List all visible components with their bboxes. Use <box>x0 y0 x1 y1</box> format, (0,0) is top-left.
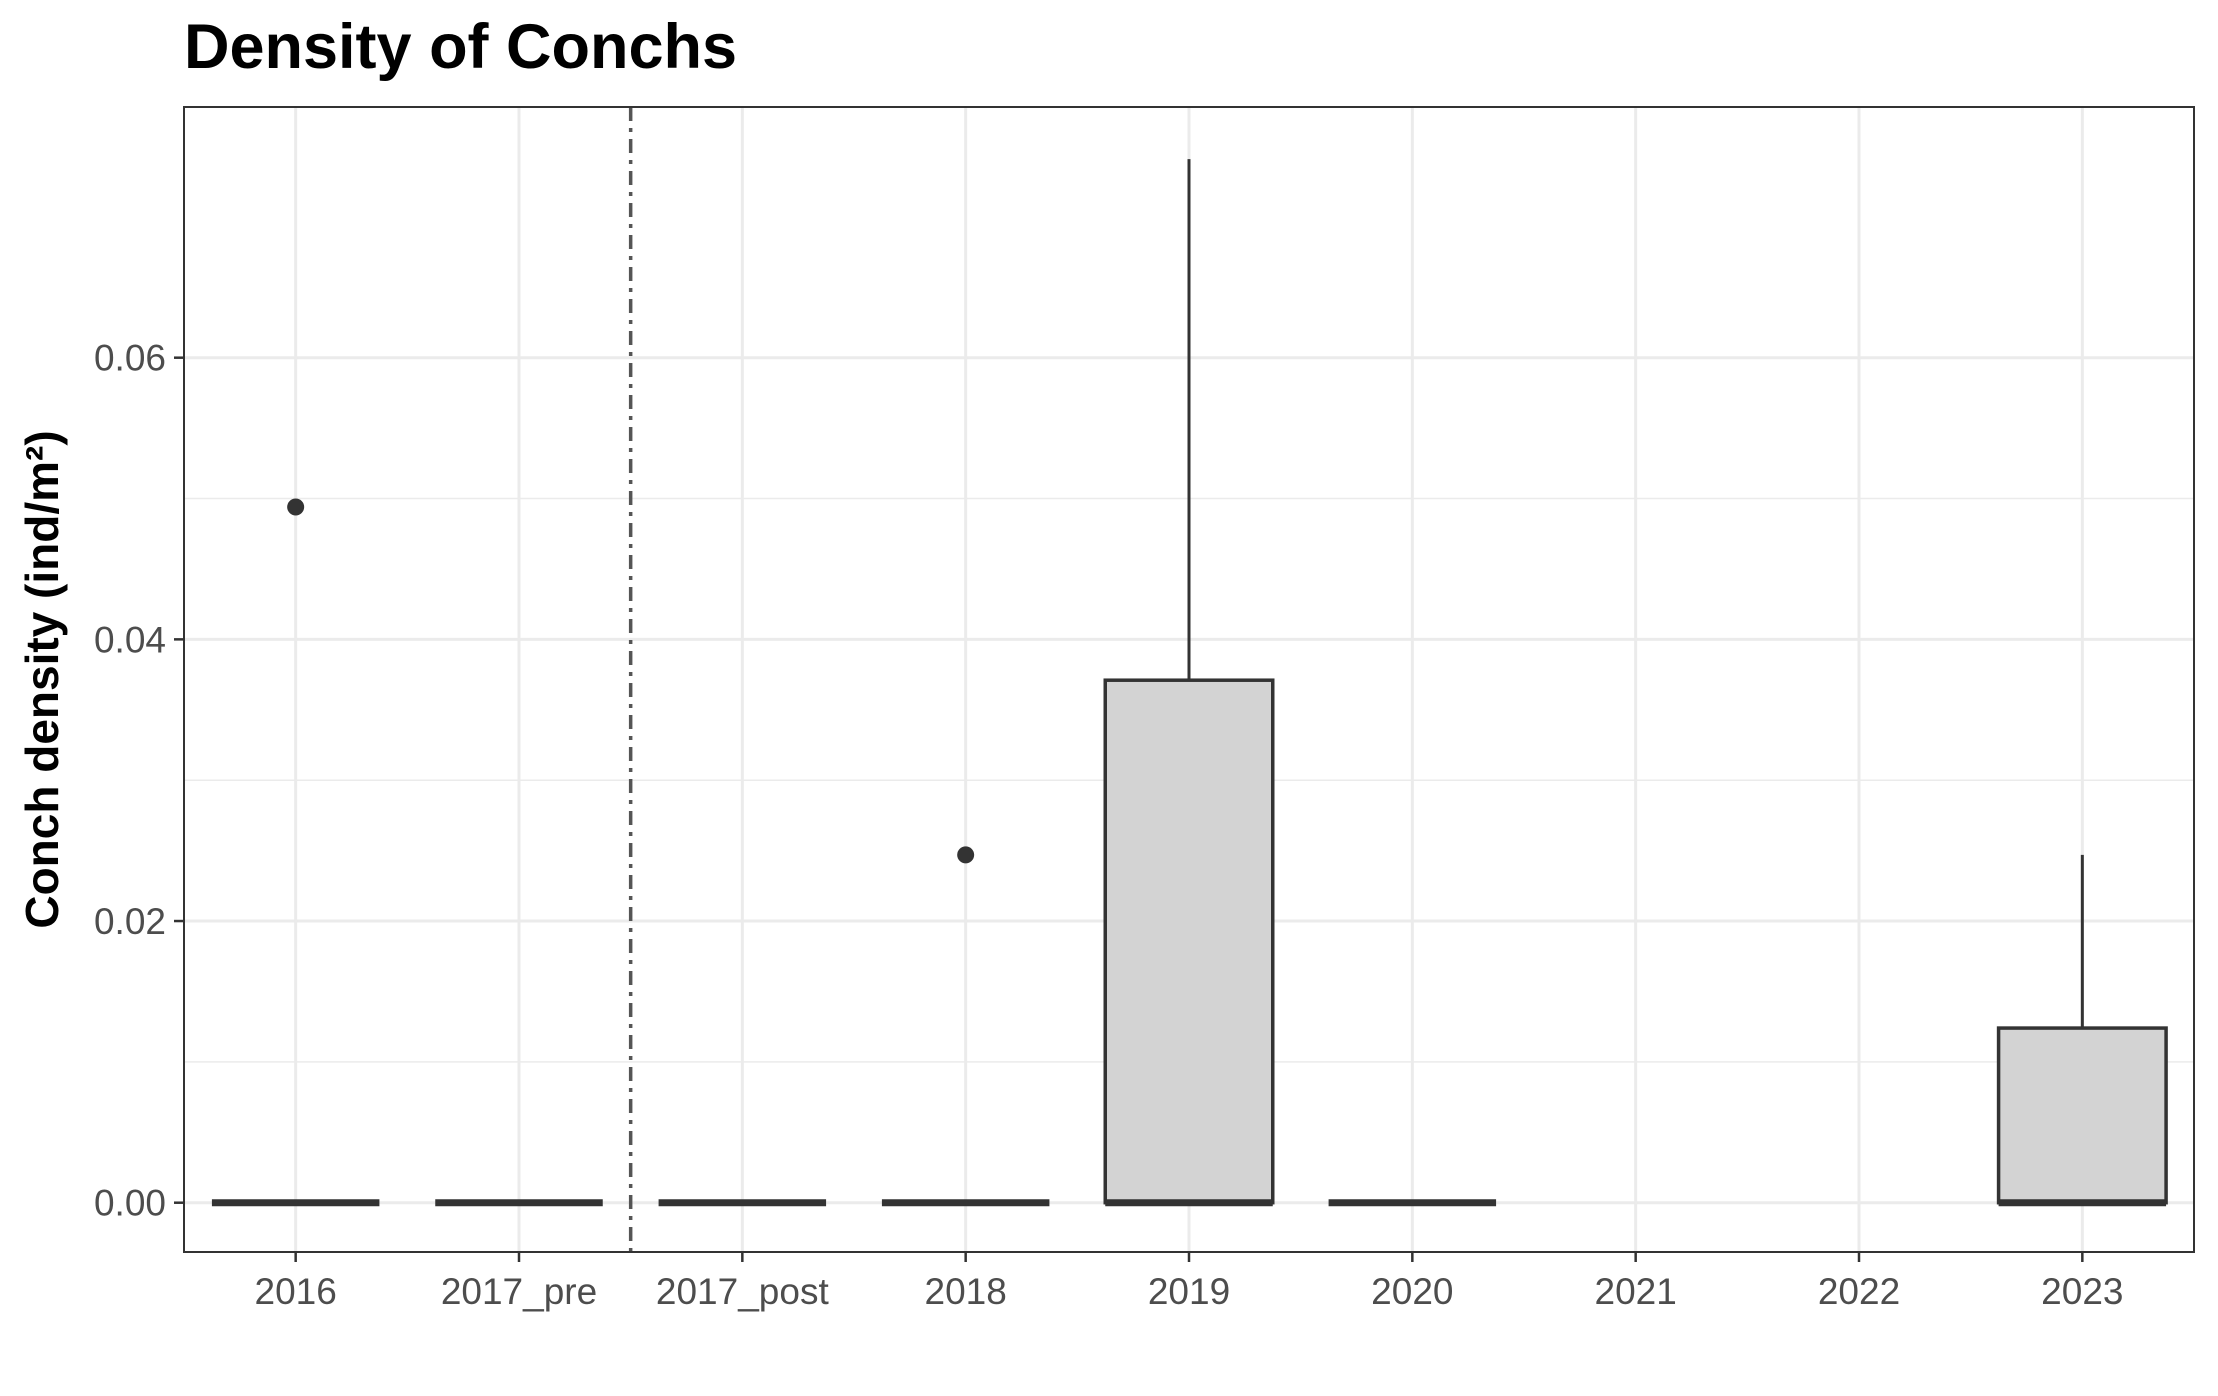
boxplot-layer <box>211 159 2168 1207</box>
x-tick-label-2016: 2016 <box>255 1271 337 1312</box>
x-tick-label-2017_pre: 2017_pre <box>441 1271 597 1312</box>
outlier-point <box>957 846 975 864</box>
x-tick-label-2022: 2022 <box>1818 1271 1900 1312</box>
box-2018 <box>881 846 1050 1207</box>
x-tick-label-2023: 2023 <box>2041 1271 2123 1312</box>
outlier-point <box>287 498 305 516</box>
y-tick-label: 0.06 <box>94 338 166 379</box>
box-2019 <box>1103 159 1275 1207</box>
y-tick-label: 0.00 <box>94 1183 166 1224</box>
x-tick-label-2020: 2020 <box>1371 1271 1453 1312</box>
y-axis-ticks: 0.00 0.02 0.04 0.06 <box>94 338 184 1224</box>
y-axis-title: Conch density (ind/m²) <box>16 430 68 928</box>
y-tick-label: 0.04 <box>94 619 166 660</box>
y-tick-label: 0.02 <box>94 901 166 942</box>
chart-title: Density of Conchs <box>184 12 737 82</box>
x-tick-label-2019: 2019 <box>1148 1271 1230 1312</box>
box-2016 <box>211 498 380 1207</box>
x-tick-label-2018: 2018 <box>925 1271 1007 1312</box>
box-body <box>1996 1026 2168 1205</box>
x-axis-ticks: 2016 2017_pre 2017_post 2018 2019 2020 2021 202… <box>255 1252 2123 1312</box>
x-tick-label-2021: 2021 <box>1595 1271 1677 1312</box>
box-2023 <box>1996 854 2168 1207</box>
box-body <box>1103 678 1275 1205</box>
x-tick-label-2017_post: 2017_post <box>656 1271 830 1312</box>
